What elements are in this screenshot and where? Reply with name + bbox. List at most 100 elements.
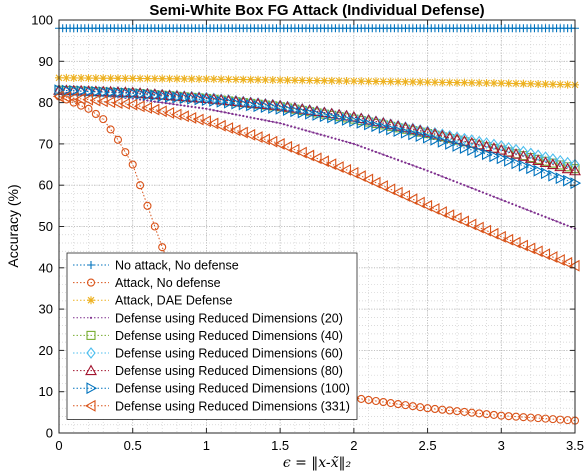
data-point: [463, 184, 466, 187]
data-point: [384, 118, 397, 130]
data-point: [229, 124, 241, 137]
data-point: [555, 154, 565, 167]
data-point: [349, 111, 359, 123]
y-tick-label: 100: [31, 13, 53, 28]
data-point: [216, 95, 228, 108]
data-point: [544, 215, 547, 219]
data-point: [419, 166, 422, 170]
data-point: [135, 87, 145, 100]
data-point: [227, 112, 230, 115]
data-point: [212, 109, 215, 112]
data-point: [352, 142, 355, 145]
x-tick-label: 1: [203, 438, 210, 453]
data-point: [470, 186, 473, 190]
x-tick-label: 0.5: [124, 438, 142, 453]
data-point: [428, 203, 440, 215]
data-point: [267, 119, 271, 123]
data-point: [179, 92, 191, 105]
data-point: [69, 73, 78, 82]
data-point: [436, 129, 449, 141]
legend-label: Attack, No defense: [115, 276, 221, 290]
legend-item: No attack, No defense: [73, 259, 239, 273]
data-point: [480, 224, 492, 237]
data-point: [495, 230, 506, 243]
data-point: [394, 77, 403, 86]
data-point: [256, 117, 260, 121]
data-point: [113, 74, 122, 83]
data-point: [91, 85, 101, 98]
data-point: [283, 76, 292, 85]
data-point: [239, 75, 248, 84]
data-point: [349, 77, 358, 86]
data-point: [290, 76, 299, 85]
data-point: [220, 110, 223, 113]
data-point: [342, 77, 351, 86]
legend-marker: [89, 316, 93, 319]
data-point: [237, 96, 250, 107]
data-point: [238, 98, 250, 111]
data-point: [245, 115, 249, 118]
data-point: [98, 85, 108, 98]
data-point: [268, 75, 277, 84]
data-point: [474, 135, 484, 148]
data-point: [496, 140, 506, 152]
data-point: [319, 133, 322, 136]
y-tick-label: 40: [39, 260, 53, 275]
data-point: [467, 144, 478, 157]
data-point: [290, 125, 293, 128]
data-point: [194, 106, 197, 109]
legend-item: Attack, DAE Defense: [73, 294, 232, 308]
data-point: [296, 146, 307, 159]
data-point: [478, 189, 481, 193]
legend-item: Attack, No defense: [73, 276, 221, 290]
data-point: [172, 103, 175, 106]
data-point: [279, 122, 282, 125]
data-point: [548, 169, 560, 182]
x-tick-label: 0: [55, 438, 62, 453]
data-point: [281, 100, 294, 112]
data-point: [453, 78, 462, 87]
data-point: [489, 150, 501, 163]
data-point: [378, 121, 390, 134]
data-point: [467, 78, 476, 87]
data-point: [548, 80, 557, 89]
data-point: [325, 158, 337, 171]
data-point: [150, 88, 160, 101]
y-tick-label: 80: [39, 95, 53, 110]
legend-label: Defense using Reduced Dimensions (331): [115, 399, 350, 413]
data-point: [62, 73, 71, 82]
data-point: [444, 176, 448, 180]
data-point: [459, 182, 462, 185]
data-point: [473, 221, 484, 234]
data-point: [522, 207, 525, 210]
data-point: [399, 190, 411, 202]
data-point: [318, 155, 329, 168]
data-point: [260, 118, 263, 121]
data-point: [443, 209, 455, 222]
y-tick-label: 90: [39, 54, 53, 69]
data-point: [276, 76, 285, 85]
data-point: [91, 74, 100, 83]
data-point: [268, 101, 279, 114]
data-point: [312, 131, 315, 134]
y-tick-label: 0: [46, 426, 53, 441]
data-point: [172, 91, 184, 104]
data-point: [205, 107, 208, 110]
data-point: [526, 147, 536, 160]
data-point: [326, 135, 330, 138]
data-point: [201, 94, 213, 107]
data-point: [246, 75, 255, 84]
data-point: [386, 118, 396, 131]
data-point: [541, 80, 550, 89]
data-point: [158, 243, 167, 252]
series-line: [58, 89, 576, 184]
data-point: [195, 74, 204, 83]
data-point: [524, 242, 536, 255]
data-point: [385, 154, 389, 158]
data-point: [533, 149, 543, 162]
data-point: [421, 126, 434, 137]
data-point: [180, 74, 189, 83]
legend-label: Defense using Reduced Dimensions (80): [115, 364, 343, 378]
data-point: [83, 85, 94, 98]
